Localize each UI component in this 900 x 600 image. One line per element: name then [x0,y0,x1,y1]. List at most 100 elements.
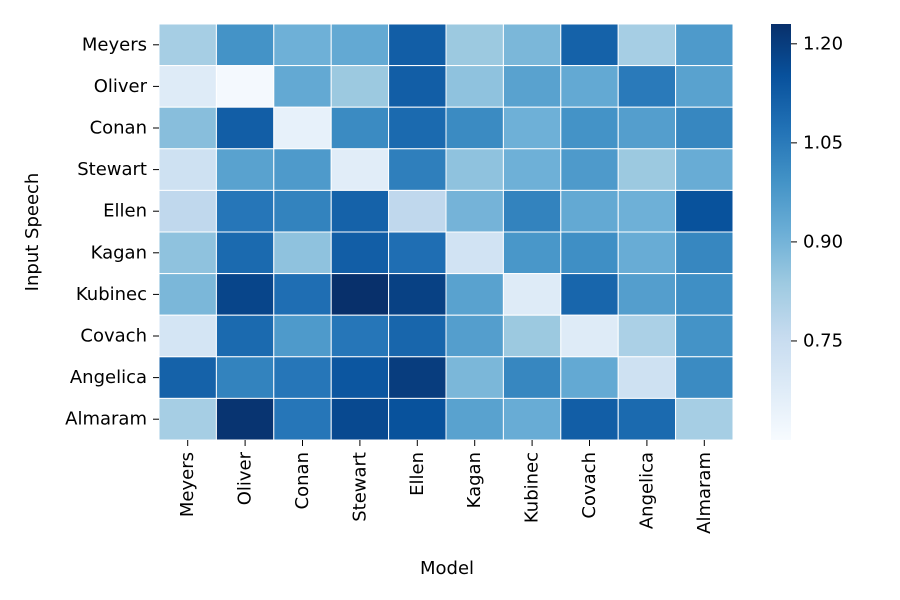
heatmap-cell [330,23,390,67]
heatmap-cell [560,273,619,316]
heatmap-cell [445,314,504,358]
heatmap-cell [388,148,447,191]
heatmap-cell [273,314,332,358]
heatmap-cell [388,397,447,441]
y-tick-label: Conan [90,118,147,139]
heatmap-cell [445,189,504,233]
heatmap-cell [560,231,619,275]
heatmap-cell [330,231,390,275]
heatmap-cell [388,314,447,358]
heatmap-cell [445,23,504,67]
heatmap-cell [273,23,332,67]
heatmap-cell [388,65,447,108]
heatmap-cell [273,106,332,150]
heatmap-cell [445,231,504,275]
heatmap-cell [675,231,734,275]
heatmap-cell [445,65,504,108]
heatmap-cell [617,106,677,150]
heatmap-cell [502,397,562,441]
heatmap-cell [617,148,677,191]
x-tick-label: Ellen [407,452,428,496]
heatmap-cell [388,189,447,233]
heatmap-cell [215,189,275,233]
heatmap-cell [330,148,390,191]
heatmap-cell [215,106,275,150]
heatmap-cell [215,231,275,275]
heatmap-cell [388,106,447,150]
heatmap-cell [675,273,734,316]
heatmap-cell [158,231,217,275]
x-tick-label: Kubinec [522,452,543,523]
heatmap-cell [675,397,734,441]
heatmap-cell [330,397,390,441]
heatmap-cell [617,314,677,358]
heatmap-cell [560,314,619,358]
colorbar: 0.75 0.90 1.05 1.20 [771,24,843,440]
heatmap-cell [445,106,504,150]
heatmap-cell [388,23,447,67]
heatmap-cell [502,189,562,233]
heatmap-cell [158,65,217,108]
x-tick-label: Oliver [235,451,256,505]
heatmap-cell [560,148,619,191]
x-tick-label: Covach [579,452,600,519]
x-tick-label: Kagan [464,452,485,508]
heatmap-cell [330,189,390,233]
heatmap-cell [215,148,275,191]
colorbar-tick-label: 0.90 [803,231,843,252]
x-tick-label: Stewart [349,452,370,522]
heatmap-cell [445,356,504,399]
heatmap-cell [158,148,217,191]
colorbar-ticks: 0.75 0.90 1.05 1.20 [791,33,843,351]
heatmap-cell [502,273,562,316]
heatmap-cell [158,314,217,358]
y-tick-label: Kagan [91,242,147,263]
heatmap-cell [560,23,619,67]
heatmap-cells [158,23,734,441]
heatmap-cell [560,356,619,399]
heatmap-cell [445,397,504,441]
x-axis-title: Model [420,558,474,579]
heatmap-cell [273,356,332,399]
heatmap-cell [675,148,734,191]
heatmap-cell [617,189,677,233]
y-tick-label: Angelica [70,367,147,388]
heatmap-cell [215,65,275,108]
heatmap-cell [502,148,562,191]
heatmap-cell [215,356,275,399]
heatmap-cell [560,65,619,108]
heatmap-cell [617,65,677,108]
heatmap-cell [388,231,447,275]
heatmap-cell [675,23,734,67]
heatmap-cell [215,397,275,441]
heatmap-cell [158,356,217,399]
heatmap-cell [502,231,562,275]
y-tick-label: Covach [80,326,147,347]
heatmap-cell [273,397,332,441]
heatmap-cell [388,273,447,316]
y-tick-label: Oliver [94,76,148,97]
x-tick-label: Angelica [636,452,657,529]
y-tick-label: Stewart [77,159,147,180]
heatmap-cell [330,106,390,150]
heatmap-cell [215,273,275,316]
heatmap-cell [273,189,332,233]
heatmap-cell [617,23,677,67]
heatmap-cell [158,189,217,233]
colorbar-tick-label: 1.05 [803,132,843,153]
heatmap-cell [215,23,275,67]
heatmap-cell [273,231,332,275]
heatmap-cell [158,106,217,150]
colorbar-gradient [771,24,791,440]
heatmap-cell [330,65,390,108]
heatmap-cell [617,356,677,399]
heatmap-cell [560,397,619,441]
heatmap-cell [388,356,447,399]
x-tick-label: Meyers [177,452,198,517]
heatmap-cell [617,231,677,275]
heatmap-cell [445,148,504,191]
heatmap-cell [502,23,562,67]
heatmap-cell [273,65,332,108]
heatmap-cell [502,314,562,358]
